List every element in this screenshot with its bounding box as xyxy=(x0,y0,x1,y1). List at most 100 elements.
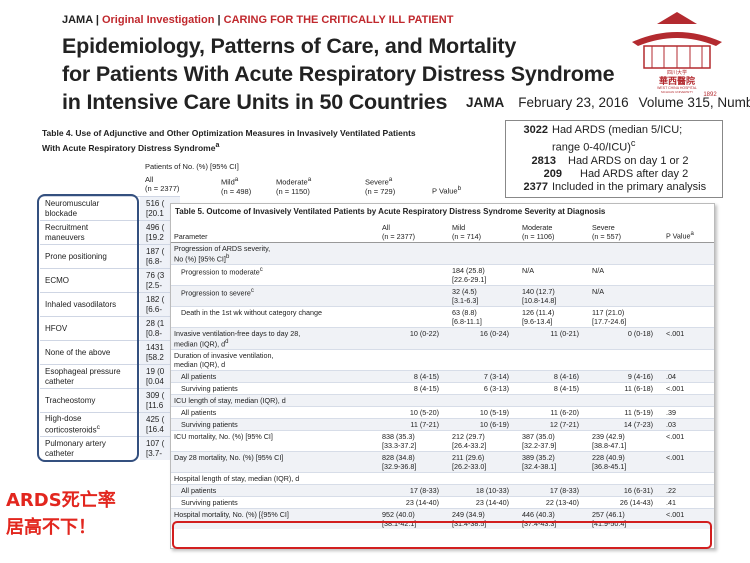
flow-count: 2813 xyxy=(531,154,556,167)
flow-text: Had ARDS on day 1 or 2 xyxy=(568,155,688,168)
title-line: in Intensive Care Units in 50 Countries xyxy=(62,90,448,114)
row-label-text: ICU length of stay, median (IQR), d xyxy=(174,396,286,406)
row-label: Neuromuscular blockade xyxy=(40,199,140,218)
column-header: All (n = 2377) xyxy=(379,219,449,243)
cell: 828 (34.8) [32.9-36.8] xyxy=(379,451,449,473)
footnote-mark: a xyxy=(234,176,239,183)
annotation: 居高不下！ xyxy=(6,517,96,538)
row-label-text: Hospital length of stay, median (IQR), d xyxy=(174,474,300,484)
row-label-text: Progression to moderate xyxy=(181,267,260,277)
cell: .04 xyxy=(663,370,714,383)
cell xyxy=(663,284,714,307)
row-label-text: All patients xyxy=(181,486,217,496)
row-label-text: Pulmonary artery catheter xyxy=(45,439,106,458)
cell xyxy=(519,472,589,485)
footnote-mark: b xyxy=(225,253,230,260)
flow-row: 2813 Had ARDS on day 1 or 2 xyxy=(512,155,716,168)
row-label-text: Duration of invasive ventilation, median… xyxy=(174,351,274,370)
row-label: Inhaled vasodilators xyxy=(40,300,140,310)
table-row: Esophageal pressure catheter 19 (0 [0.04 xyxy=(40,364,180,388)
flow-count: 209 xyxy=(543,167,562,180)
row-label-text: ICU mortality, No. (%) [95% CI] xyxy=(174,432,273,442)
cell: .39 xyxy=(663,406,714,419)
flow-text: Had ARDS after day 2 xyxy=(580,168,688,181)
row-label: Duration of invasive ventilation, median… xyxy=(171,349,379,371)
footnote-mark: c xyxy=(630,138,636,148)
cell: 126 (11.4) [9.6-13.4] xyxy=(519,305,589,328)
row-label: Progression of ARDS severity, No (%) [95… xyxy=(171,241,379,265)
footnote-mark: a xyxy=(215,141,220,149)
cell: <.001 xyxy=(663,430,714,452)
row-label-text: HFOV xyxy=(45,323,68,333)
row-label-text: Tracheostomy xyxy=(45,395,96,405)
table-row: Hospital length of stay, median (IQR), d xyxy=(171,472,714,485)
cell xyxy=(663,394,714,407)
cell xyxy=(379,241,449,265)
cell: .22 xyxy=(663,484,714,497)
flow-row: 2377 Included in the primary analysis xyxy=(512,181,716,194)
cell: 446 (40.3) [37.4-43.3] xyxy=(519,508,589,530)
flow-text: Had ARDS (median 5/ICU; range 0-40/ICU)c xyxy=(552,124,682,155)
cell xyxy=(589,349,663,371)
column-header: All (n = 2377) xyxy=(145,175,179,193)
column-label: Mild xyxy=(452,222,466,232)
flow-label: Had ARDS after day 2 xyxy=(580,167,689,180)
table-row: Progression to severec 32 (4.5) [3.1-6.3]… xyxy=(171,284,714,307)
flow-count: 2377 xyxy=(523,180,548,193)
flow-label: Included in the primary analysis xyxy=(552,180,707,193)
row-label-text: Surviving patients xyxy=(181,420,238,430)
row-label-text: Death in the 1st wk without category cha… xyxy=(181,307,323,317)
cell xyxy=(379,284,449,307)
row-label-text: Inhaled vasodilators xyxy=(45,299,117,309)
topic: CARING FOR THE CRITICALLY ILL PATIENT xyxy=(223,14,454,26)
column-label: P Value xyxy=(432,186,458,196)
row-label-text: None of the above xyxy=(45,347,111,357)
cell: 10 (6-19) xyxy=(449,418,519,431)
highlight-box xyxy=(172,521,712,549)
cell: N/A xyxy=(589,263,663,286)
row-label: ICU mortality, No. (%) [95% CI] xyxy=(171,430,379,452)
highlight-box xyxy=(37,194,139,462)
cell: 17 (8-33) xyxy=(379,484,449,497)
header: JAMA | Original Investigation | CARING F… xyxy=(62,14,454,26)
cell: 952 (40.0) [38.1-42.1] xyxy=(379,508,449,530)
column-count: (n = 2377) xyxy=(145,184,180,193)
cell: 18 (10-33) xyxy=(449,484,519,497)
row-label: Progression to severec xyxy=(171,284,379,307)
row-label: Surviving patients xyxy=(171,496,379,509)
row-label: All patients xyxy=(171,484,379,497)
table5: Table 5. Outcome of Invasively Ventilate… xyxy=(170,203,715,549)
table-row: Surviving patients 11 (7-21) 10 (6-19) 12 (… xyxy=(171,418,714,431)
citation: JAMA February 23, 2016 Volume 315, Number … xyxy=(466,95,750,110)
cell: 11 (7-21) xyxy=(379,418,449,431)
citation-volume: Volume 315, Number 8 xyxy=(638,95,750,110)
cell: 14 (7-23) xyxy=(589,418,663,431)
row-label: None of the above xyxy=(40,348,140,358)
logo-year: 1892 xyxy=(703,92,717,97)
cell xyxy=(379,263,449,286)
row-label-text: Day 28 mortality, No. (%) [95% CI] xyxy=(174,453,284,463)
row-label: Progression to moderatec xyxy=(171,263,379,286)
cell xyxy=(663,349,714,371)
row-label: Tracheostomy xyxy=(40,396,140,406)
caption-text: Table 4. Use of Adjunctive and Other Opt… xyxy=(42,128,416,153)
flow-label: Had ARDS (median 5/ICU; range 0-40/ICU) xyxy=(552,124,683,154)
cell: 9 (4-16) xyxy=(589,370,663,383)
logo-text: SICHUAN UNIVERSITY xyxy=(661,90,693,94)
cell: .41 xyxy=(663,496,714,509)
footnote-mark: c xyxy=(250,287,254,294)
cell: 211 (29.6) [26.2-33.0] xyxy=(449,451,519,473)
footnote-mark: a xyxy=(690,231,694,238)
flow-label: Had ARDS on day 1 or 2 xyxy=(568,154,689,167)
column-label: Severe xyxy=(365,177,389,187)
table4-spanner: Patients of No. (%) [95% CI] xyxy=(145,162,239,171)
row-label-text: Prone positioning xyxy=(45,251,107,261)
cell: 17 (8-33) xyxy=(519,484,589,497)
title-line: Epidemiology, Patterns of Care, and Mort… xyxy=(62,34,517,58)
column-header: Moderatea (n = 1150) xyxy=(276,175,311,196)
cell: <.001 xyxy=(663,508,714,530)
column-label: All xyxy=(145,175,154,184)
table-row: Death in the 1st wk without category cha… xyxy=(171,305,714,328)
cell xyxy=(379,349,449,371)
